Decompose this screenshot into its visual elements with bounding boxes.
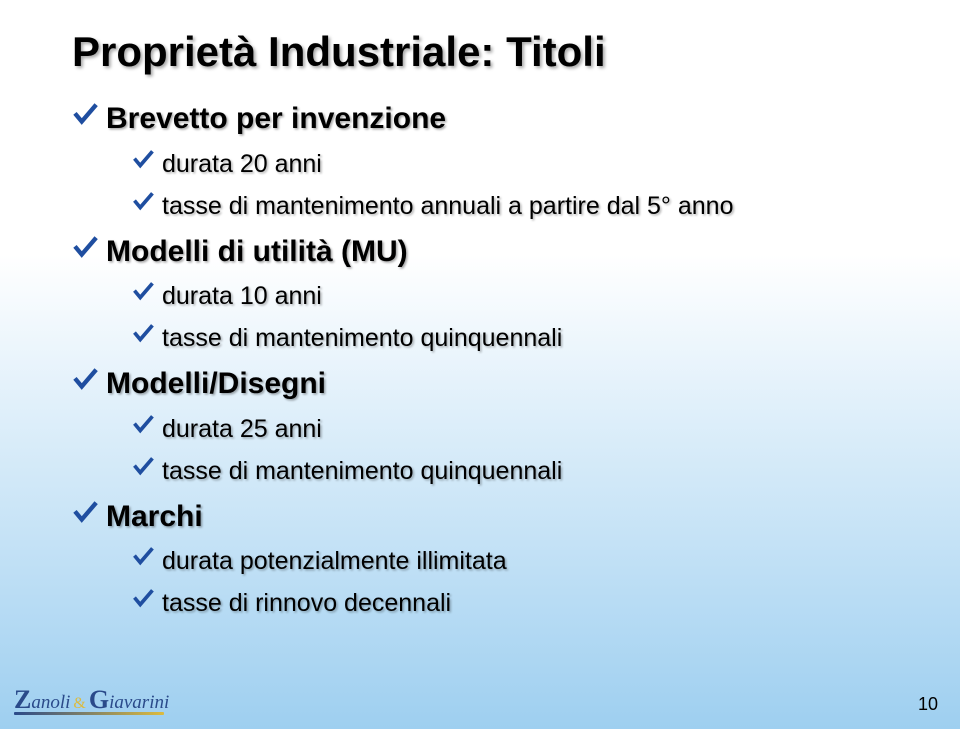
- page-number: 10: [918, 694, 938, 715]
- item-text: tasse di mantenimento quinquennali: [162, 456, 562, 486]
- section-1: Modelli di utilità (MU): [72, 235, 920, 270]
- check-icon: [132, 191, 162, 213]
- check-icon: [132, 149, 162, 171]
- check-icon: [72, 235, 106, 261]
- brand-rest-1: anoli: [31, 692, 70, 714]
- item-text: durata 25 anni: [162, 414, 322, 444]
- section-2-item-0: durata 25 anni: [132, 414, 920, 444]
- brand-ampersand: &: [73, 695, 85, 713]
- item-text: tasse di mantenimento annuali a partire …: [162, 191, 733, 221]
- section-2: Modelli/Disegni: [72, 367, 920, 402]
- check-icon: [132, 588, 162, 610]
- section-label: Modelli/Disegni: [106, 367, 326, 402]
- content-list: Brevetto per invenzione durata 20 anni tas…: [72, 102, 920, 618]
- item-text: tasse di rinnovo decennali: [162, 588, 451, 618]
- brand-text: Zanoli & Giavarini: [14, 685, 169, 715]
- brand-cap-2: G: [89, 685, 109, 715]
- check-icon: [132, 456, 162, 478]
- section-2-item-1: tasse di mantenimento quinquennali: [132, 456, 920, 486]
- section-0-item-0: durata 20 anni: [132, 149, 920, 179]
- section-label: Modelli di utilità (MU): [106, 235, 408, 270]
- slide: Proprietà Industriale: Titoli Brevetto p…: [0, 0, 960, 729]
- brand-rest-2: iavarini: [109, 692, 169, 714]
- slide-title: Proprietà Industriale: Titoli: [72, 28, 920, 76]
- section-3: Marchi: [72, 500, 920, 535]
- check-icon: [132, 414, 162, 436]
- section-label: Brevetto per invenzione: [106, 102, 446, 137]
- check-icon: [72, 500, 106, 526]
- brand-cap-1: Z: [14, 685, 31, 715]
- section-0: Brevetto per invenzione: [72, 102, 920, 137]
- check-icon: [72, 102, 106, 128]
- check-icon: [72, 367, 106, 393]
- check-icon: [132, 281, 162, 303]
- section-0-item-1: tasse di mantenimento annuali a partire …: [132, 191, 920, 221]
- section-1-item-0: durata 10 anni: [132, 281, 920, 311]
- item-text: durata 20 anni: [162, 149, 322, 179]
- section-1-item-1: tasse di mantenimento quinquennali: [132, 323, 920, 353]
- footer-logo: Zanoli & Giavarini: [14, 685, 169, 715]
- section-3-item-0: durata potenzialmente illimitata: [132, 546, 920, 576]
- brand-underline: [14, 712, 164, 715]
- check-icon: [132, 323, 162, 345]
- section-label: Marchi: [106, 500, 203, 535]
- check-icon: [132, 546, 162, 568]
- item-text: durata 10 anni: [162, 281, 322, 311]
- item-text: durata potenzialmente illimitata: [162, 546, 507, 576]
- item-text: tasse di mantenimento quinquennali: [162, 323, 562, 353]
- section-3-item-1: tasse di rinnovo decennali: [132, 588, 920, 618]
